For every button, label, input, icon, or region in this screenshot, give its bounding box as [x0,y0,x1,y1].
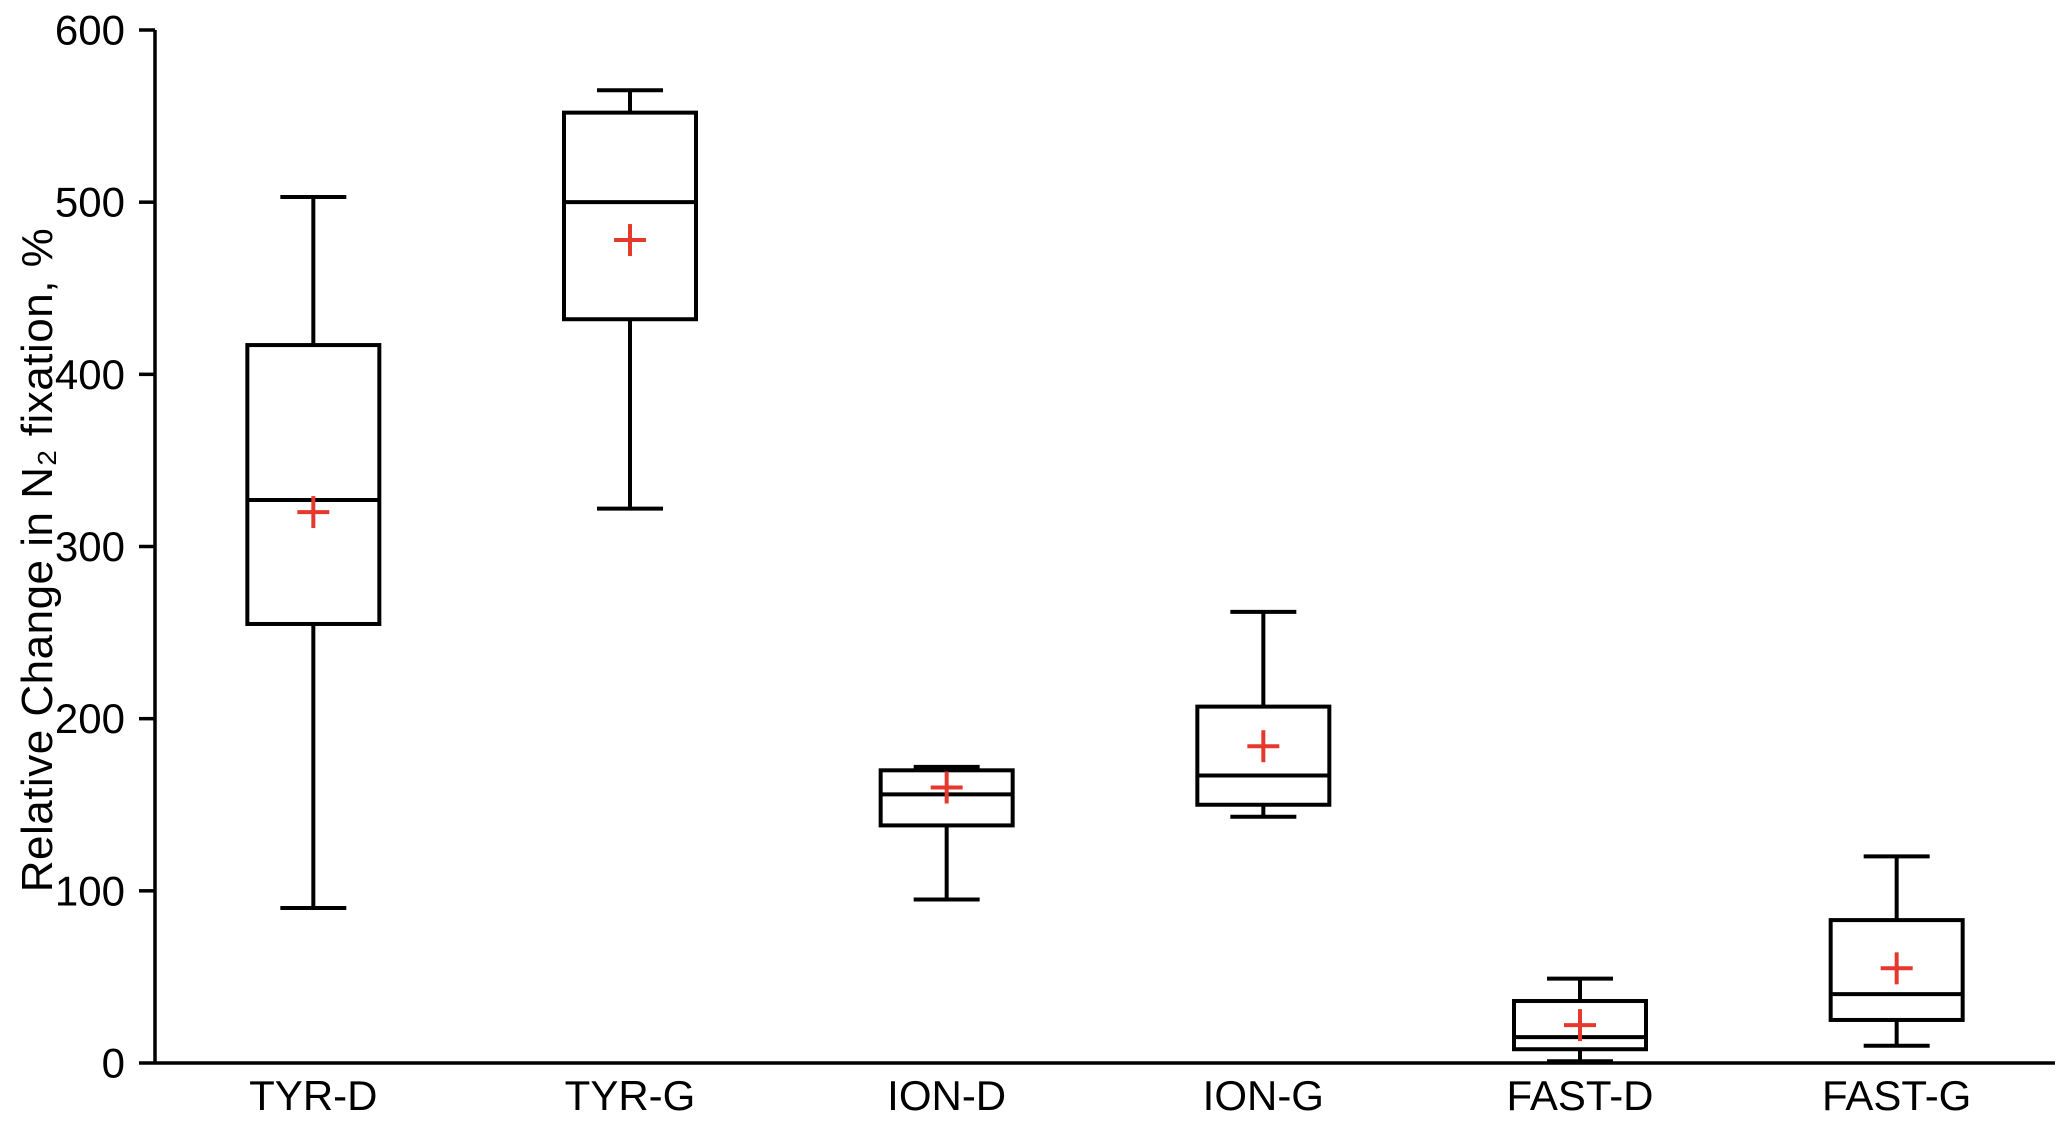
x-category-label: TYR-G [565,1072,696,1119]
iqr-box [245,343,382,626]
box-ION-G [1195,609,1332,819]
y-tick-label: 0 [102,1040,125,1087]
y-axis-label: Relative Change in N₂ fixation, % [13,227,62,893]
box-TYR-G [562,88,698,511]
y-tick-label: 100 [55,867,125,914]
y-tick-label: 500 [55,179,125,226]
x-category-label: ION-D [887,1072,1006,1119]
x-category-label: FAST-G [1822,1072,1971,1119]
box-FAST-D [1512,976,1648,1064]
iqr-box [562,110,698,322]
x-category-label: ION-G [1203,1072,1324,1119]
x-category-label: FAST-D [1506,1072,1653,1119]
y-tick-label: 200 [55,695,125,742]
x-category-label: TYR-D [249,1072,377,1119]
box-TYR-D [245,195,382,911]
y-tick-label: 600 [55,7,125,54]
box-ION-D [878,764,1015,902]
y-tick-label: 400 [55,351,125,398]
y-tick-label: 300 [55,523,125,570]
iqr-box [1828,918,1965,1022]
box-FAST-G [1828,854,1965,1048]
